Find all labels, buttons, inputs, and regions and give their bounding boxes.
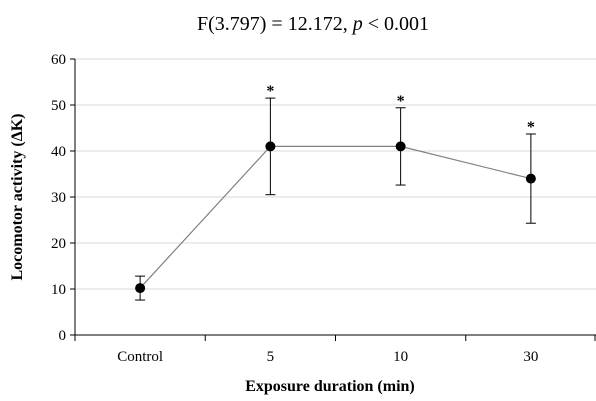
x-tick-label: 10 bbox=[393, 349, 408, 365]
y-tick-label: 50 bbox=[51, 98, 66, 114]
tick-labels: 0 10 20 30 40 50 60 Control 5 10 30 bbox=[51, 52, 538, 365]
axes bbox=[70, 58, 596, 341]
chart-title: F(3.797) = 12.172, p < 0.001 bbox=[197, 13, 429, 35]
x-tick-label: 30 bbox=[523, 349, 538, 365]
title-p-symbol: p bbox=[351, 13, 363, 35]
y-axis-label: Locomotor activity (ΔK) bbox=[9, 113, 26, 280]
data-point bbox=[265, 141, 276, 152]
data-point bbox=[395, 141, 406, 152]
y-tick-label: 30 bbox=[51, 190, 66, 206]
x-tick-label: Control bbox=[117, 349, 163, 365]
gridlines bbox=[75, 58, 596, 290]
series-group: * * * bbox=[135, 83, 536, 301]
y-tick-label: 60 bbox=[51, 52, 66, 68]
data-point bbox=[525, 173, 536, 184]
y-tick-label: 0 bbox=[59, 328, 67, 344]
significance-marker: * bbox=[397, 93, 405, 110]
significance-marker: * bbox=[266, 83, 274, 100]
title-p-value: < 0.001 bbox=[363, 13, 429, 35]
x-axis-label: Exposure duration (min) bbox=[245, 378, 415, 395]
y-tick-label: 40 bbox=[51, 144, 66, 160]
series-line bbox=[139, 145, 532, 289]
data-point bbox=[135, 283, 146, 294]
title-stat: F(3.797) = 12.172, bbox=[197, 13, 353, 35]
significance-marker: * bbox=[527, 119, 535, 136]
y-tick-label: 10 bbox=[51, 282, 66, 298]
x-tick-label: 5 bbox=[267, 349, 275, 365]
y-tick-label: 20 bbox=[51, 236, 66, 252]
